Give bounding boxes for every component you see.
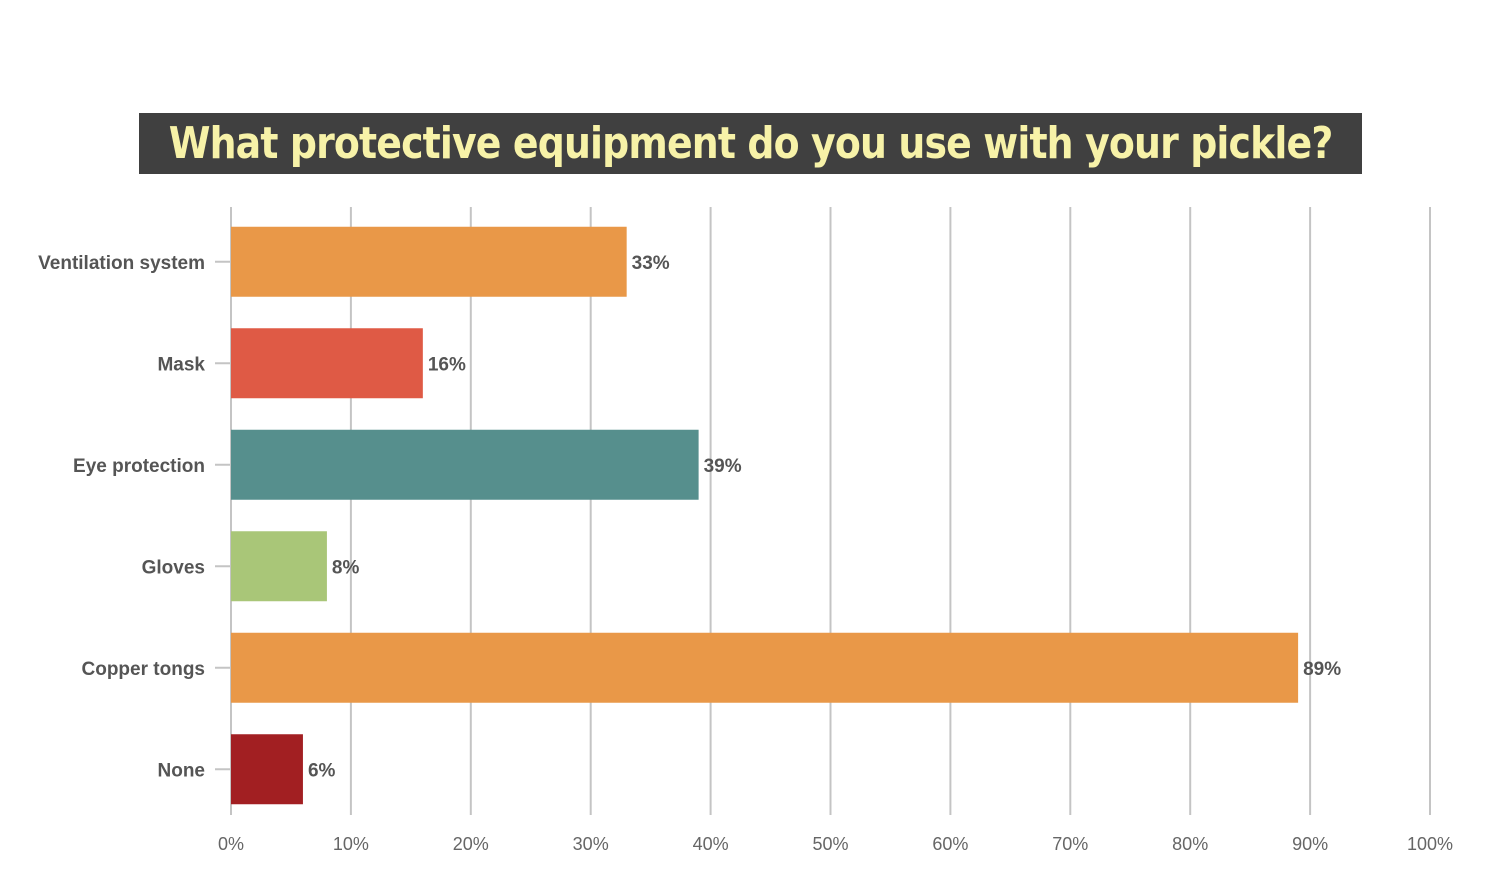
data-label: 16% [428, 354, 466, 375]
category-label: Eye protection [73, 456, 205, 477]
data-label: 8% [332, 557, 360, 578]
x-tick-label: 50% [812, 834, 848, 854]
x-tick-label: 20% [453, 834, 489, 854]
x-tick-label: 70% [1052, 834, 1088, 854]
category-label: Gloves [142, 557, 205, 578]
x-tick-label: 80% [1172, 834, 1208, 854]
data-label: 39% [704, 456, 742, 477]
grid-lines [215, 207, 1431, 815]
x-tick-label: 100% [1407, 834, 1453, 854]
x-tick-label: 10% [333, 834, 369, 854]
bars-group [231, 226, 1299, 805]
x-axis-tick-labels: 0% 10% 20% 30% 40% 50% 60% 70% 80% 90% 100% [218, 834, 1453, 854]
category-label: Mask [157, 354, 205, 375]
category-labels: Ventilation system Mask Eye protection Glov… [38, 253, 205, 782]
data-label: 33% [632, 253, 670, 274]
x-tick-label: 0% [218, 834, 244, 854]
chart-title: What protective equipment do you use wit… [168, 118, 1334, 169]
data-label: 89% [1303, 659, 1341, 680]
x-tick-label: 40% [693, 834, 729, 854]
bar [231, 632, 1299, 703]
bar [231, 226, 627, 297]
data-labels: 33% 16% 39% 8% 89% 6% [308, 253, 1341, 782]
bar [231, 734, 303, 805]
data-label: 6% [308, 760, 336, 781]
category-label: Copper tongs [82, 659, 206, 680]
bar [231, 328, 423, 399]
x-tick-label: 30% [573, 834, 609, 854]
category-label: Ventilation system [38, 253, 205, 274]
x-tick-label: 60% [932, 834, 968, 854]
bar [231, 531, 327, 602]
x-tick-label: 90% [1292, 834, 1328, 854]
bar [231, 429, 699, 500]
category-label: None [158, 760, 206, 781]
chart-title-banner: What protective equipment do you use wit… [139, 113, 1362, 174]
